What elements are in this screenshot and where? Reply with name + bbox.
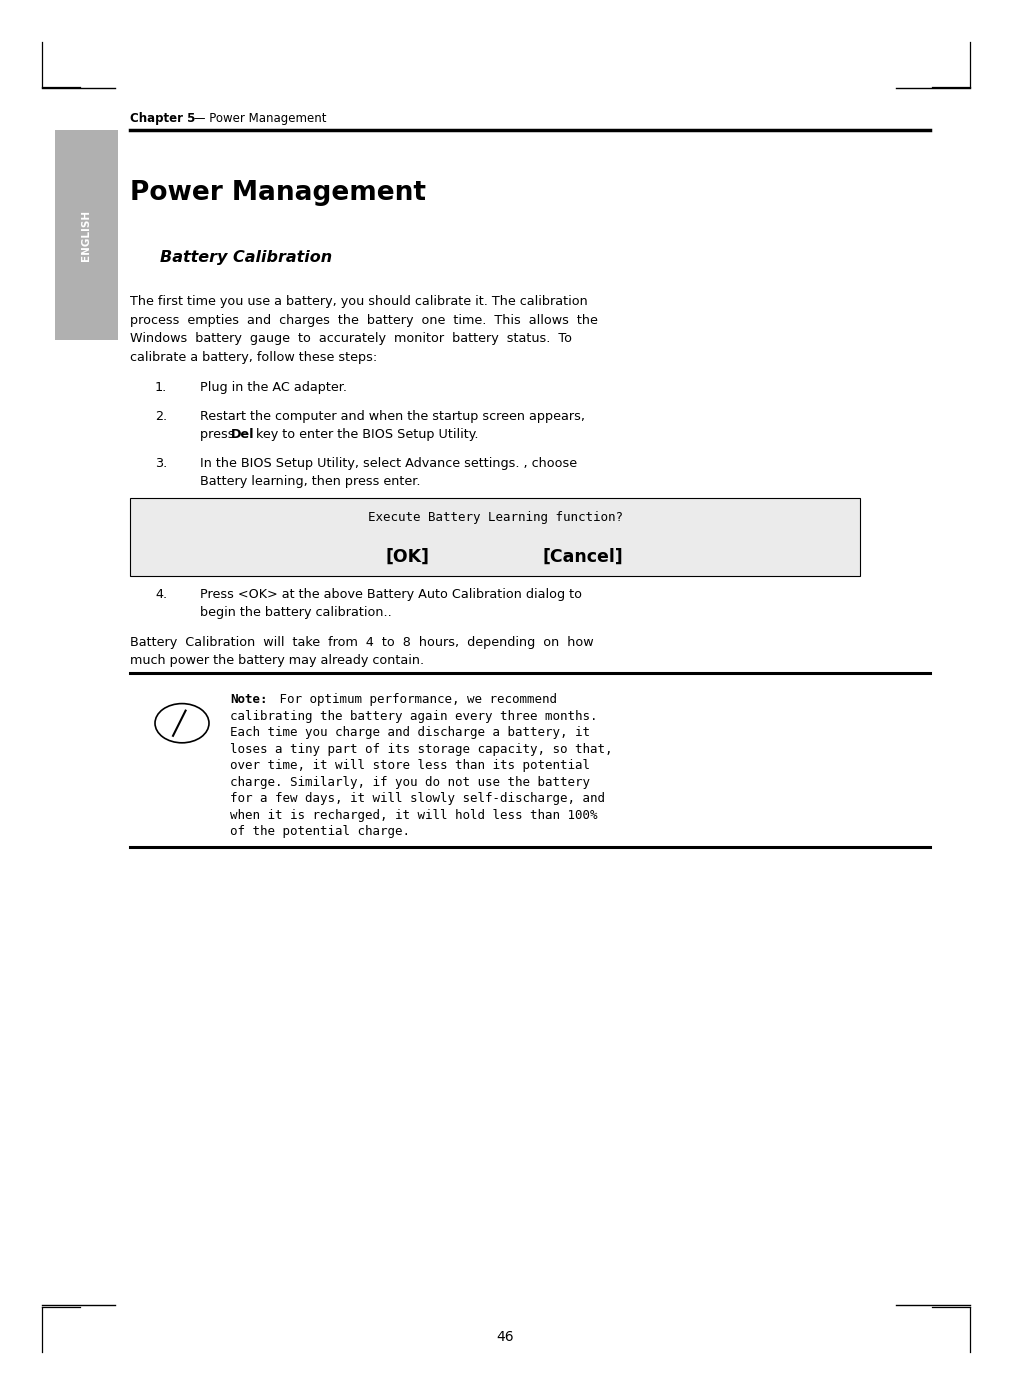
Text: — Power Management: — Power Management [190, 111, 327, 125]
Text: 1.: 1. [155, 381, 167, 394]
Text: [Cancel]: [Cancel] [542, 547, 623, 565]
Text: calibrate a battery, follow these steps:: calibrate a battery, follow these steps: [130, 351, 377, 363]
FancyBboxPatch shape [55, 129, 118, 340]
Text: Windows  battery  gauge  to  accurately  monitor  battery  status.  To: Windows battery gauge to accurately moni… [130, 333, 572, 345]
Text: Battery learning, then press enter.: Battery learning, then press enter. [200, 475, 421, 489]
Text: over time, it will store less than its potential: over time, it will store less than its p… [229, 759, 590, 773]
Text: charge. Similarly, if you do not use the battery: charge. Similarly, if you do not use the… [229, 775, 590, 789]
FancyBboxPatch shape [130, 497, 860, 575]
Text: For optimum performance, we recommend: For optimum performance, we recommend [272, 693, 556, 706]
Text: for a few days, it will slowly self-discharge, and: for a few days, it will slowly self-disc… [229, 792, 605, 805]
Text: loses a tiny part of its storage capacity, so that,: loses a tiny part of its storage capacit… [229, 743, 613, 756]
Text: The first time you use a battery, you should calibrate it. The calibration: The first time you use a battery, you sh… [130, 295, 587, 308]
Text: of the potential charge.: of the potential charge. [229, 825, 410, 838]
Text: key to enter the BIOS Setup Utility.: key to enter the BIOS Setup Utility. [252, 429, 478, 441]
Text: Plug in the AC adapter.: Plug in the AC adapter. [200, 381, 347, 394]
Text: 3.: 3. [155, 457, 167, 470]
Text: 4.: 4. [155, 587, 167, 600]
Text: much power the battery may already contain.: much power the battery may already conta… [130, 654, 425, 667]
Text: Note:: Note: [229, 693, 268, 706]
Text: Power Management: Power Management [130, 180, 426, 206]
Text: Battery Calibration: Battery Calibration [160, 251, 333, 264]
Text: ENGLISH: ENGLISH [82, 209, 92, 260]
Text: begin the battery calibration..: begin the battery calibration.. [200, 606, 391, 619]
Text: 2.: 2. [155, 409, 167, 423]
Text: In the BIOS Setup Utility, select Advance settings. , choose: In the BIOS Setup Utility, select Advanc… [200, 457, 577, 470]
Text: Restart the computer and when the startup screen appears,: Restart the computer and when the startu… [200, 409, 585, 423]
Text: press: press [200, 429, 239, 441]
Text: 46: 46 [496, 1329, 515, 1345]
Text: [OK]: [OK] [385, 547, 430, 565]
Text: Each time you charge and discharge a battery, it: Each time you charge and discharge a bat… [229, 727, 590, 739]
Text: Chapter 5: Chapter 5 [130, 111, 195, 125]
Text: when it is recharged, it will hold less than 100%: when it is recharged, it will hold less … [229, 809, 598, 821]
Text: Press <OK> at the above Battery Auto Calibration dialog to: Press <OK> at the above Battery Auto Cal… [200, 587, 582, 600]
Text: process  empties  and  charges  the  battery  one  time.  This  allows  the: process empties and charges the battery … [130, 313, 598, 327]
Text: calibrating the battery again every three months.: calibrating the battery again every thre… [229, 710, 598, 722]
Text: Del: Del [231, 429, 254, 441]
Text: Battery  Calibration  will  take  from  4  to  8  hours,  depending  on  how: Battery Calibration will take from 4 to … [130, 636, 593, 649]
Text: Execute Battery Learning function?: Execute Battery Learning function? [368, 511, 623, 523]
